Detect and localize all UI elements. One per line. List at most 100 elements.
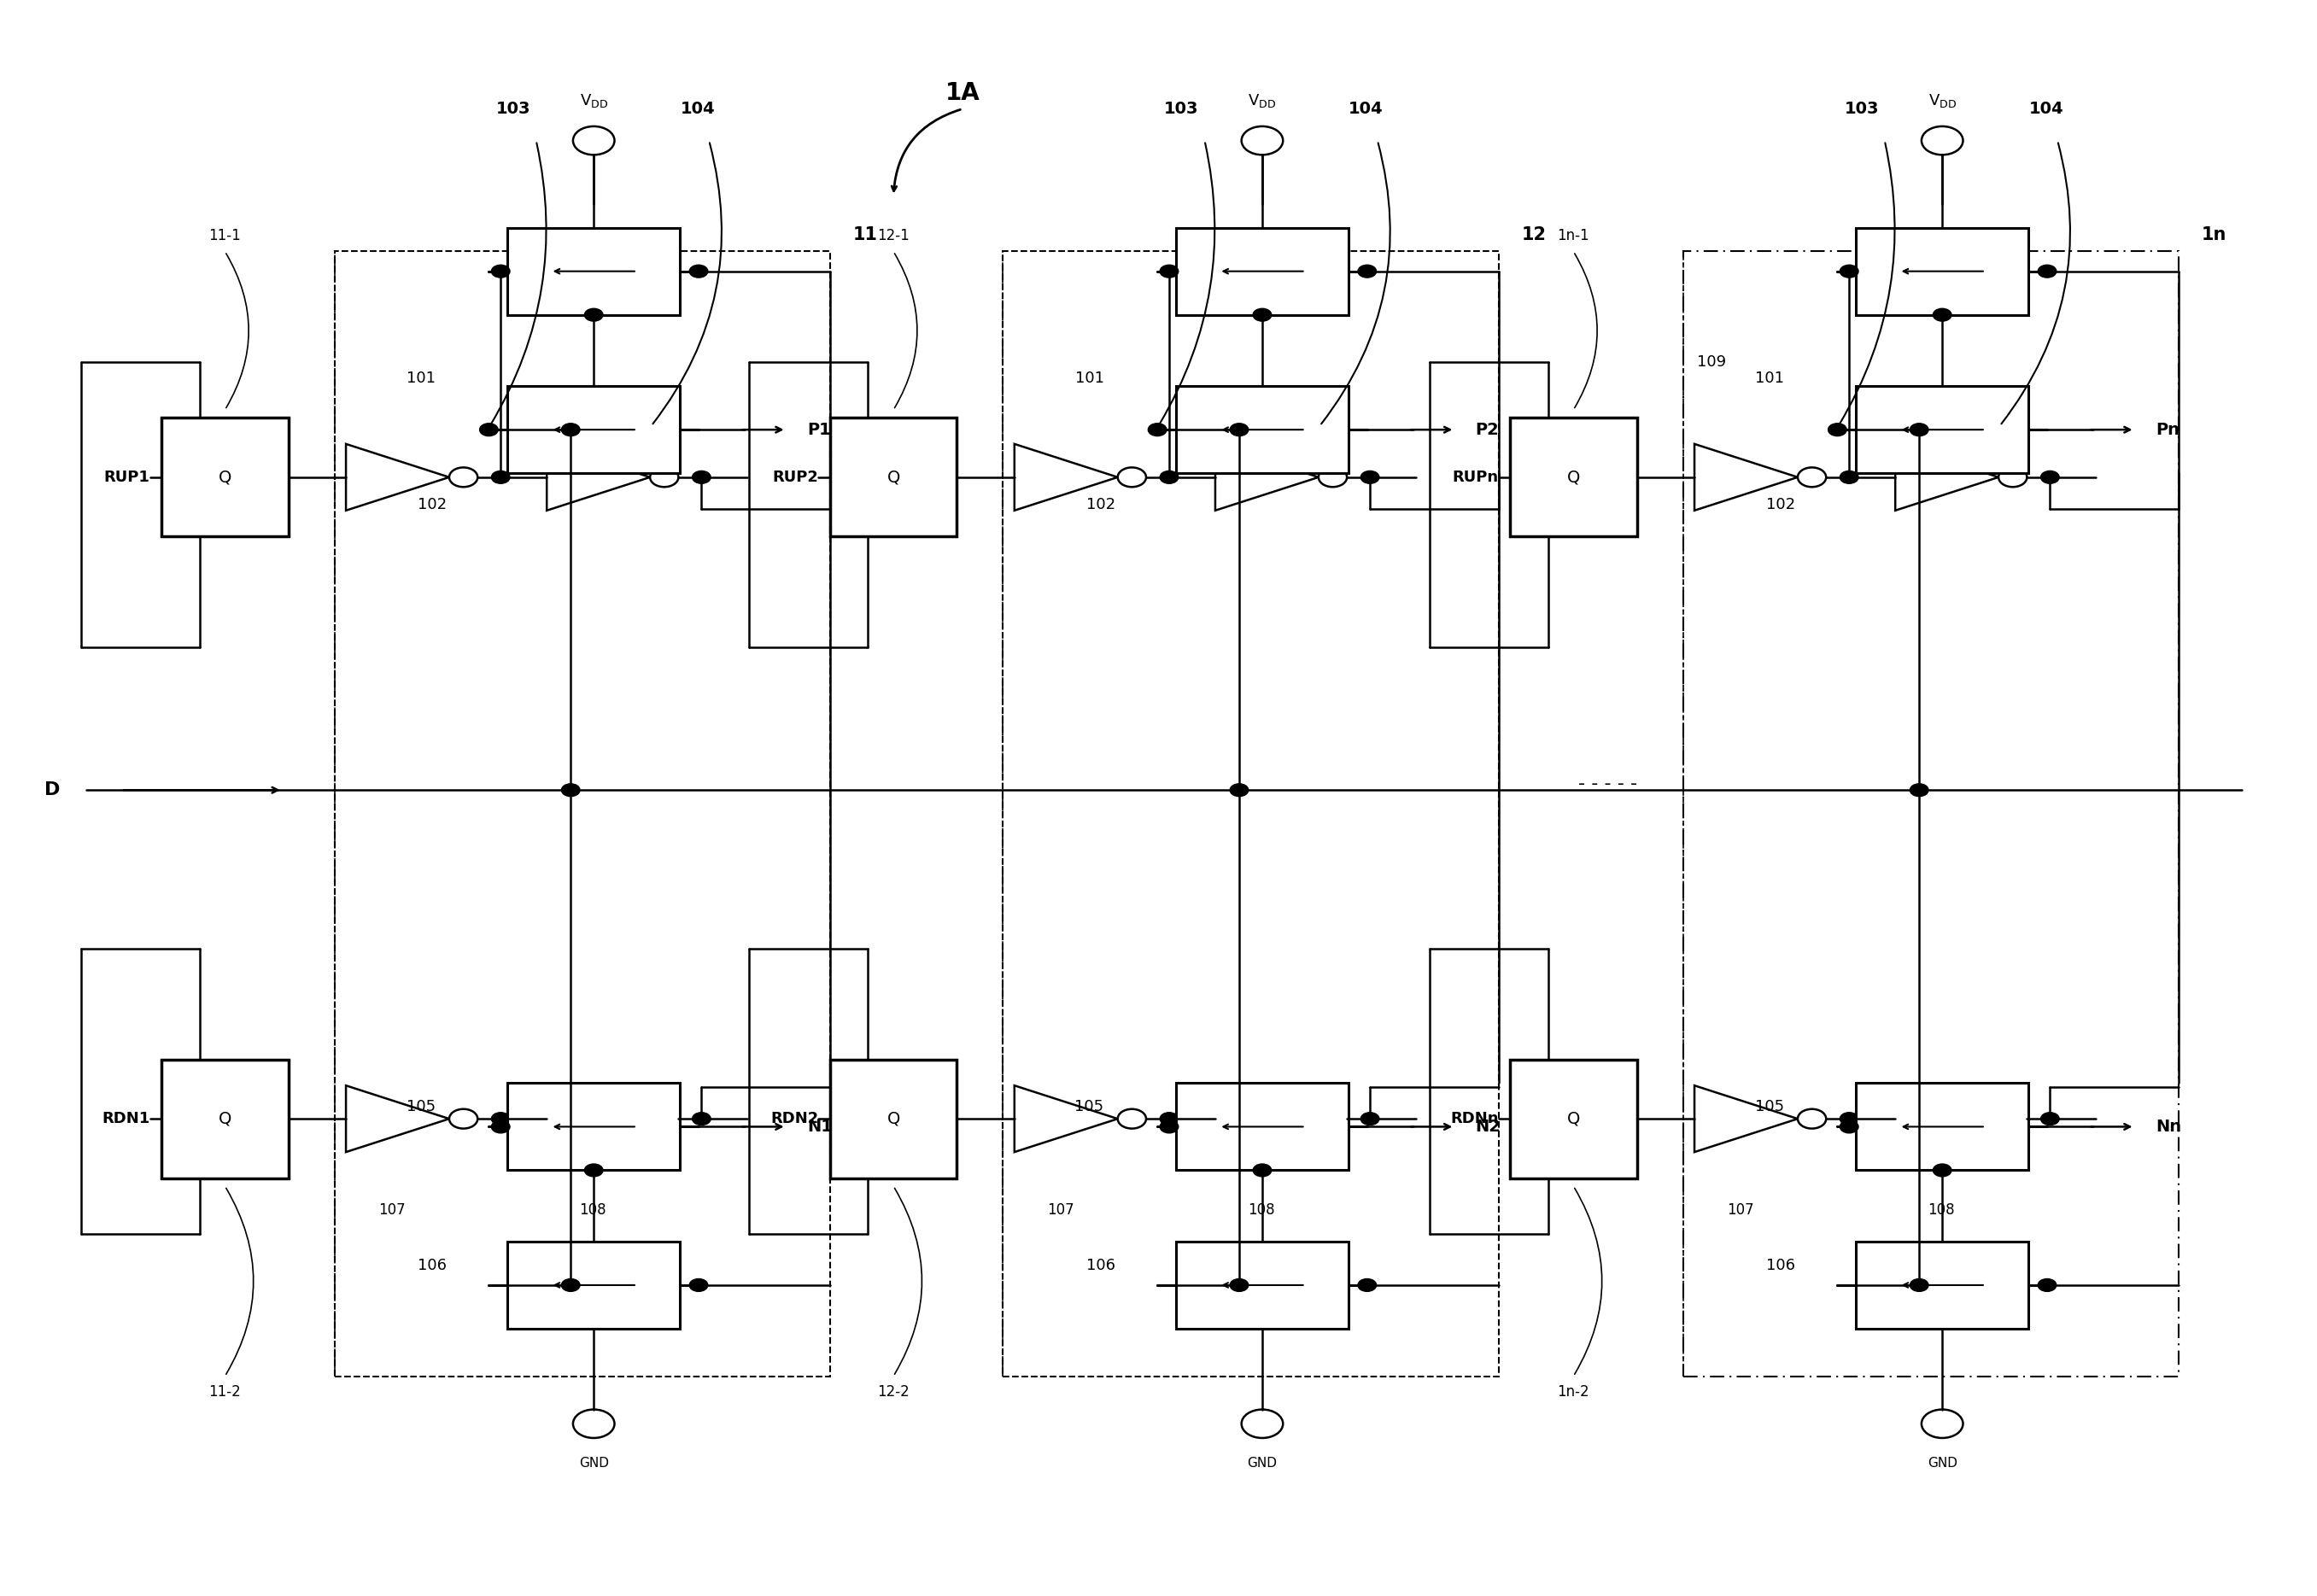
Circle shape bbox=[491, 1112, 510, 1125]
Bar bbox=[507, 1084, 681, 1170]
Text: 108: 108 bbox=[579, 1202, 607, 1218]
Circle shape bbox=[1117, 1109, 1147, 1128]
Circle shape bbox=[1909, 1278, 1928, 1291]
Text: 102: 102 bbox=[1087, 498, 1114, 512]
Text: 1n: 1n bbox=[2201, 227, 2227, 244]
Text: RDN2: RDN2 bbox=[772, 1111, 818, 1127]
Text: RUP1: RUP1 bbox=[104, 469, 151, 485]
Bar bbox=[829, 418, 957, 536]
Text: 106: 106 bbox=[417, 1258, 447, 1274]
Circle shape bbox=[693, 1112, 711, 1125]
Text: N2: N2 bbox=[1476, 1119, 1501, 1135]
Circle shape bbox=[1360, 1112, 1379, 1125]
Circle shape bbox=[1828, 423, 1847, 436]
Circle shape bbox=[561, 423, 579, 436]
Text: 104: 104 bbox=[681, 101, 716, 117]
Text: 103: 103 bbox=[1844, 101, 1879, 117]
Circle shape bbox=[584, 1163, 602, 1176]
Bar bbox=[1856, 1084, 2030, 1170]
Circle shape bbox=[1230, 1278, 1249, 1291]
Circle shape bbox=[491, 471, 510, 484]
Text: 105: 105 bbox=[405, 1100, 436, 1114]
Text: RUPn: RUPn bbox=[1453, 469, 1499, 485]
Text: 11: 11 bbox=[853, 227, 878, 244]
Text: 1n-2: 1n-2 bbox=[1557, 1384, 1589, 1400]
Text: 109: 109 bbox=[1696, 354, 1726, 370]
Bar bbox=[162, 1060, 287, 1178]
Circle shape bbox=[1318, 468, 1346, 487]
Bar bbox=[829, 1060, 957, 1178]
Text: 12-1: 12-1 bbox=[878, 228, 911, 244]
Circle shape bbox=[491, 265, 510, 278]
Circle shape bbox=[449, 468, 477, 487]
Circle shape bbox=[1909, 784, 1928, 796]
Circle shape bbox=[1840, 1120, 1858, 1133]
Text: $\mathregular{V_{DD}}$: $\mathregular{V_{DD}}$ bbox=[1249, 93, 1277, 110]
Text: 101: 101 bbox=[1754, 370, 1784, 386]
Text: 103: 103 bbox=[1163, 101, 1198, 117]
Circle shape bbox=[1932, 1163, 1951, 1176]
Circle shape bbox=[1798, 1109, 1826, 1128]
Text: RUP2: RUP2 bbox=[772, 469, 818, 485]
Text: $\mathregular{V_{DD}}$: $\mathregular{V_{DD}}$ bbox=[579, 93, 607, 110]
Circle shape bbox=[572, 126, 614, 155]
Text: 106: 106 bbox=[1087, 1258, 1114, 1274]
Text: 104: 104 bbox=[2030, 101, 2064, 117]
Bar bbox=[1856, 228, 2030, 314]
Circle shape bbox=[1840, 265, 1858, 278]
Bar bbox=[1511, 1060, 1636, 1178]
Text: 105: 105 bbox=[1754, 1100, 1784, 1114]
Text: 102: 102 bbox=[1766, 498, 1796, 512]
Text: P2: P2 bbox=[1476, 421, 1499, 437]
Bar bbox=[1175, 1242, 1348, 1329]
Bar bbox=[1682, 252, 2178, 1376]
Text: 102: 102 bbox=[417, 498, 447, 512]
Circle shape bbox=[1230, 784, 1249, 796]
Bar bbox=[1003, 252, 1499, 1376]
Text: 101: 101 bbox=[1075, 370, 1103, 386]
Bar bbox=[162, 418, 287, 536]
Text: Q: Q bbox=[887, 1111, 899, 1127]
Circle shape bbox=[1161, 471, 1179, 484]
Text: RDN1: RDN1 bbox=[102, 1111, 151, 1127]
Circle shape bbox=[1230, 423, 1249, 436]
Text: 101: 101 bbox=[405, 370, 436, 386]
Circle shape bbox=[1161, 265, 1179, 278]
Circle shape bbox=[2000, 1109, 2027, 1128]
Circle shape bbox=[690, 1278, 709, 1291]
Circle shape bbox=[2041, 471, 2060, 484]
Text: $\mathregular{V_{DD}}$: $\mathregular{V_{DD}}$ bbox=[1928, 93, 1956, 110]
Bar bbox=[1856, 1242, 2030, 1329]
Text: GND: GND bbox=[1247, 1457, 1277, 1470]
Circle shape bbox=[651, 1109, 679, 1128]
Text: 107: 107 bbox=[1047, 1202, 1075, 1218]
Text: 108: 108 bbox=[1249, 1202, 1274, 1218]
Text: Q: Q bbox=[1566, 469, 1580, 485]
Bar bbox=[1175, 386, 1348, 474]
Circle shape bbox=[1798, 468, 1826, 487]
Circle shape bbox=[2039, 265, 2057, 278]
Bar bbox=[507, 1242, 681, 1329]
Circle shape bbox=[584, 308, 602, 321]
Circle shape bbox=[561, 784, 579, 796]
Circle shape bbox=[2000, 468, 2027, 487]
Bar bbox=[507, 386, 681, 474]
Bar bbox=[1511, 418, 1636, 536]
Text: 104: 104 bbox=[1348, 101, 1383, 117]
Bar bbox=[1856, 386, 2030, 474]
Circle shape bbox=[1253, 308, 1272, 321]
Circle shape bbox=[1360, 471, 1379, 484]
Text: D: D bbox=[44, 782, 60, 798]
Text: RDNn: RDNn bbox=[1450, 1111, 1499, 1127]
Circle shape bbox=[1253, 1163, 1272, 1176]
Text: Q: Q bbox=[218, 469, 232, 485]
Circle shape bbox=[2041, 1112, 2060, 1125]
Text: 12: 12 bbox=[1522, 227, 1545, 244]
Text: 108: 108 bbox=[1928, 1202, 1956, 1218]
Bar bbox=[507, 228, 681, 314]
Circle shape bbox=[1318, 1109, 1346, 1128]
Circle shape bbox=[561, 1278, 579, 1291]
Circle shape bbox=[449, 1109, 477, 1128]
Text: P1: P1 bbox=[806, 421, 832, 437]
Circle shape bbox=[1840, 1112, 1858, 1125]
